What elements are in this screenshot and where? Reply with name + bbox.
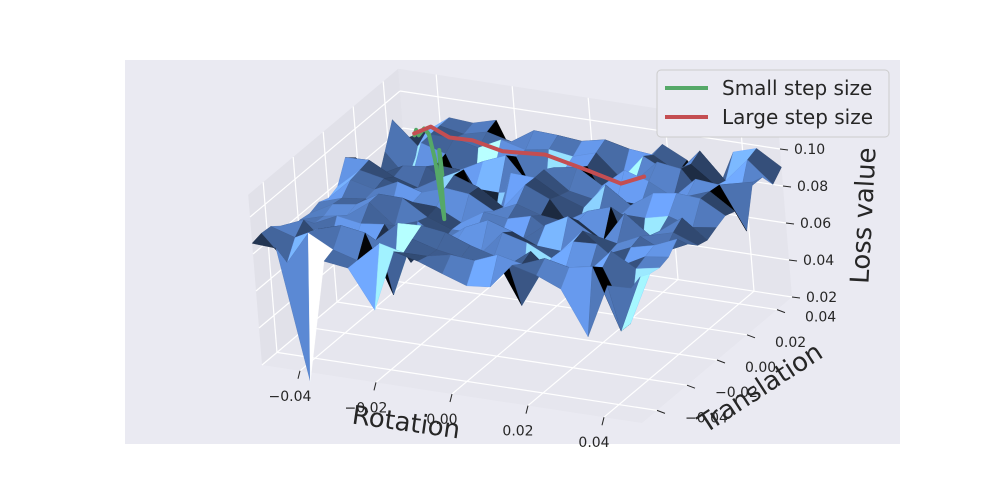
x-tick-mark xyxy=(601,417,605,426)
z-tick-mark xyxy=(788,259,798,262)
x-axis-ticks: −0.04 −0.02 0.00 0.02 0.04 xyxy=(269,370,610,451)
grid-line xyxy=(262,182,278,353)
grid-line xyxy=(249,90,401,218)
loss-surface xyxy=(251,117,782,382)
y-tick-label: 0.04 xyxy=(805,310,836,326)
z-tick-mark xyxy=(782,185,792,188)
x-tick-label: 0.02 xyxy=(502,424,533,440)
y-tick-mark xyxy=(746,334,756,339)
z-tick-mark xyxy=(785,222,795,225)
y-tick-label: −0.02 xyxy=(715,385,758,401)
trajectory-line xyxy=(412,124,647,186)
x-tick-label: 0.00 xyxy=(426,412,457,428)
z-axis-ticks: 0.02 0.04 0.06 0.08 0.10 xyxy=(779,142,837,306)
legend-label-large-step: Large step size xyxy=(722,105,873,129)
z-tick-label: 0.02 xyxy=(806,290,837,306)
trajectories xyxy=(412,124,647,222)
y-tick-mark xyxy=(656,409,666,414)
legend-box xyxy=(656,69,890,138)
legend-label-small-step: Small step size xyxy=(722,76,872,100)
z-tick-label: 0.08 xyxy=(797,179,828,195)
grid-line xyxy=(399,90,781,150)
y-tick-mark xyxy=(776,309,786,314)
z-tick-mark xyxy=(779,148,789,151)
z-tick-label: 0.10 xyxy=(794,142,825,158)
z-tick-mark xyxy=(791,296,801,299)
y-axis-ticks: −0.04 −0.02 0.00 0.02 0.04 xyxy=(656,309,836,426)
x-tick-label: −0.02 xyxy=(345,400,388,416)
y-tick-mark xyxy=(716,359,726,364)
y-tick-label: −0.04 xyxy=(685,410,728,426)
z-tick-label: 0.06 xyxy=(800,216,831,232)
y-tick-mark xyxy=(686,384,696,389)
grid-line xyxy=(366,276,748,336)
y-tick-label: 0.02 xyxy=(775,335,806,351)
x-tick-mark xyxy=(297,370,301,379)
x-tick-label: 0.04 xyxy=(578,435,609,451)
z-axis-label: Loss value xyxy=(845,147,882,285)
x-tick-mark xyxy=(525,405,529,414)
z-tick-label: 0.04 xyxy=(803,253,834,269)
legend: Small step size Large step size xyxy=(656,69,890,138)
x-tick-mark xyxy=(373,382,377,391)
surface-facet xyxy=(607,276,641,332)
grid-line xyxy=(276,351,658,411)
grid-line xyxy=(306,326,688,386)
grid-line xyxy=(336,301,718,361)
y-tick-label: 0.00 xyxy=(745,360,776,376)
x-tick-label: −0.04 xyxy=(269,389,312,405)
x-tick-mark xyxy=(449,393,453,403)
